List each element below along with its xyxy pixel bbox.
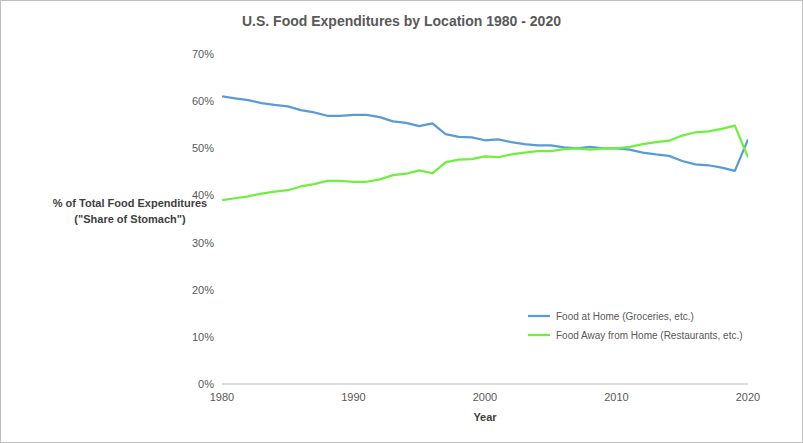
legend-swatch <box>528 334 550 336</box>
y-tick-label: 20% <box>192 284 214 296</box>
legend-label: Food Away from Home (Restaurants, etc.) <box>556 330 743 341</box>
y-tick-label: 30% <box>192 237 214 249</box>
y-tick-label: 10% <box>192 331 214 343</box>
legend-swatch <box>528 315 550 317</box>
x-tick-label: 2010 <box>604 391 628 403</box>
plot-area <box>222 96 748 200</box>
y-tick-label: 50% <box>192 142 214 154</box>
x-axis-line <box>222 384 748 385</box>
series-line <box>222 126 748 200</box>
y-axis-label: ("Share of Stomach") <box>74 213 186 225</box>
y-axis-label: % of Total Food Expenditures <box>53 197 207 209</box>
y-tick-label: 60% <box>192 95 214 107</box>
chart: U.S. Food Expenditures by Location 1980 … <box>0 0 803 443</box>
legend-label: Food at Home (Groceries, etc.) <box>556 311 694 322</box>
title: U.S. Food Expenditures by Location 1980 … <box>242 13 561 29</box>
x-axis-label: Year <box>473 411 497 423</box>
x-tick-label: 2000 <box>473 391 497 403</box>
y-tick-label: 70% <box>192 48 214 60</box>
x-tick-label: 1990 <box>341 391 365 403</box>
chart-frame <box>1 1 803 443</box>
series-line <box>222 96 748 170</box>
x-tick-label: 1980 <box>210 391 234 403</box>
y-tick-label: 0% <box>198 378 214 390</box>
y-tick-label: 40% <box>192 189 214 201</box>
x-tick-label: 2020 <box>736 391 760 403</box>
